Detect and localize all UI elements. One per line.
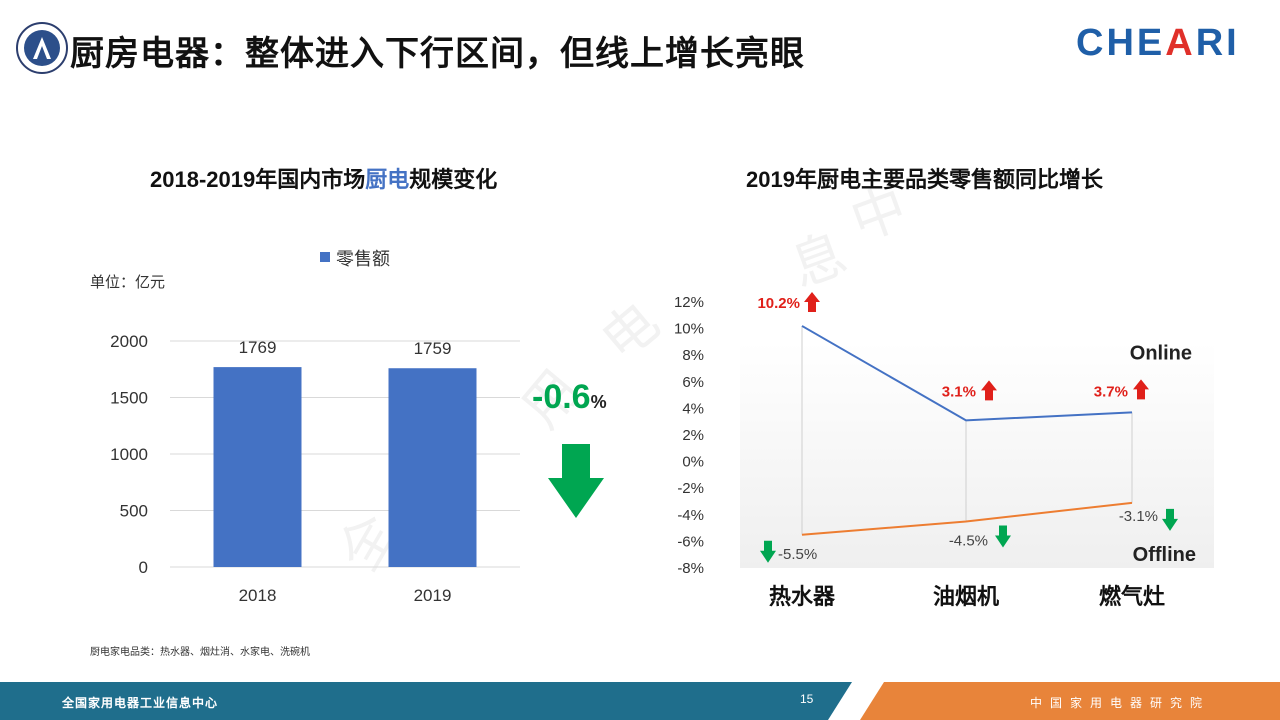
up-arrow-icon (804, 291, 820, 312)
data-label: 1759 (414, 339, 452, 358)
legend-swatch (320, 252, 330, 262)
x-tick-label: 热水器 (769, 584, 836, 609)
y-tick-label: 4% (682, 400, 704, 417)
series-label-online: Online (1130, 342, 1192, 364)
footer-right-text: 中国家用电器研究院 (1030, 696, 1211, 710)
y-tick-label: 0 (139, 558, 148, 577)
left-chart-title: 2018-2019年国内市场厨电规模变化 (150, 167, 498, 192)
footer-left-text: 全国家用电器工业信息中心 (62, 696, 219, 710)
offline-line (801, 501, 1133, 536)
chear-logo: CHEARI (1076, 22, 1240, 64)
y-tick-label: 0% (682, 454, 704, 471)
up-arrow-icon (1133, 379, 1149, 400)
x-tick-label: 2018 (239, 586, 277, 605)
y-tick-label: 10% (674, 321, 704, 338)
y-tick-label: 1000 (110, 445, 148, 464)
right-chart-title: 2019年厨电主要品类零售额同比增长 (746, 167, 1103, 192)
online-data-label: 3.1% (942, 383, 976, 400)
offline-data-label: -5.5% (778, 546, 817, 563)
y-tick-label: 2000 (110, 332, 148, 351)
line-chart: 12% 10% 8% 6% 4% 2% 0% -2% -4% -6% -8% Online Offlin… (674, 291, 1214, 609)
online-data-label: 3.7% (1094, 383, 1128, 400)
footer-band (0, 682, 1280, 720)
change-indicator: -0.6% (532, 378, 607, 417)
up-arrow-icon (981, 380, 997, 401)
x-tick-label: 油烟机 (933, 584, 999, 609)
watermark: 息 (782, 221, 855, 300)
institute-logo (16, 22, 68, 74)
offline-data-label: -4.5% (949, 532, 988, 549)
unit-label: 单位：亿元 (90, 274, 166, 291)
y-tick-label: 1500 (110, 389, 148, 408)
bar (388, 368, 477, 567)
down-arrow-icon (548, 444, 604, 518)
down-arrow-icon (995, 525, 1011, 548)
logo-a-icon (24, 30, 60, 66)
y-tick-label: 6% (682, 374, 704, 391)
change-unit: % (590, 392, 607, 412)
data-label: 1769 (239, 338, 277, 357)
y-tick-label: 12% (674, 294, 704, 311)
plot-area (740, 342, 1214, 568)
x-tick-label: 2019 (414, 586, 452, 605)
bar (213, 367, 302, 567)
y-tick-label: -6% (677, 533, 704, 550)
y-tick-label: -2% (677, 480, 704, 497)
y-tick-label: -4% (677, 507, 704, 524)
y-tick-label: 8% (682, 347, 704, 364)
down-arrow-icon (1162, 508, 1178, 531)
footnote: 厨电家电品类：热水器、烟灶消、水家电、洗碗机 (90, 647, 310, 658)
x-tick-label: 燃气灶 (1099, 584, 1165, 609)
online-line (801, 325, 1133, 422)
bar-chart: 0 500 1000 1500 2000 1769 2018 1759 2019 (110, 332, 520, 605)
legend-label: 零售额 (336, 249, 390, 269)
online-data-label: 10.2% (757, 295, 800, 312)
series-label-offline: Offline (1133, 544, 1196, 566)
page-title: 厨房电器：整体进入下行区间，但线上增长亮眼 (70, 35, 805, 73)
change-value: -0.6 (532, 378, 591, 416)
offline-data-label: -3.1% (1119, 508, 1158, 525)
page-number: 15 (800, 692, 814, 706)
y-tick-label: -8% (677, 560, 704, 577)
y-tick-label: 500 (120, 502, 148, 521)
down-arrow-icon (760, 540, 776, 563)
y-tick-label: 2% (682, 427, 704, 444)
